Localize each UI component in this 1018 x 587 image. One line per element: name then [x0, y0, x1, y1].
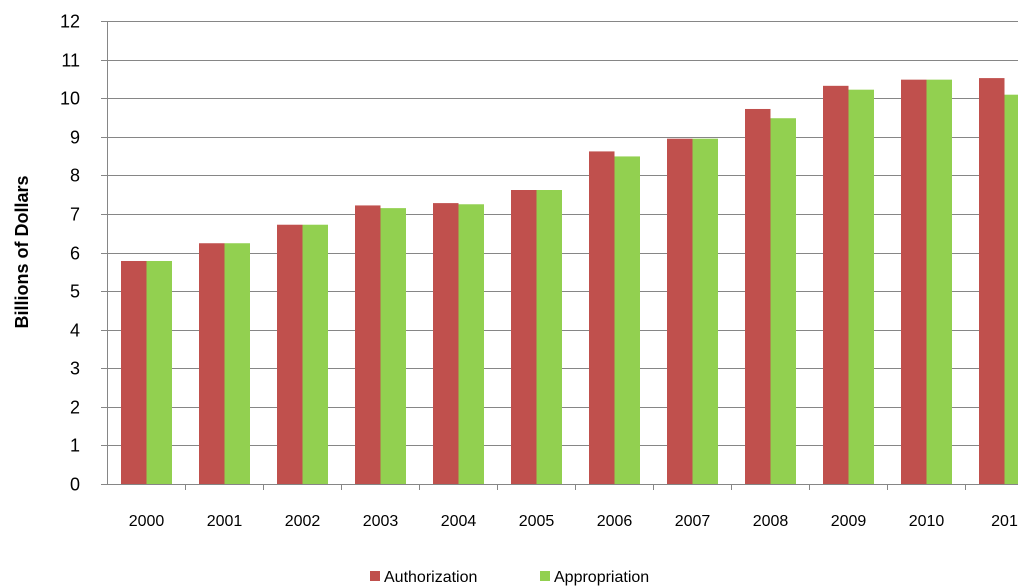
- bar-authorization: [511, 190, 537, 484]
- y-tick-label: 10: [60, 89, 80, 109]
- bar-appropriation: [692, 138, 718, 484]
- x-tick-label: 2002: [285, 513, 321, 530]
- x-tick-label: 2001: [207, 513, 243, 530]
- x-tick-labels: 2000 2001 2002 2003 2004 2005 2006 2007 2008 2009…: [129, 513, 1018, 530]
- bar-authorization: [589, 151, 615, 484]
- x-tick-label: 2003: [363, 513, 399, 530]
- y-tick-label: 11: [61, 51, 80, 71]
- bar-appropriation: [926, 79, 952, 485]
- y-tick-label: 4: [70, 321, 80, 341]
- legend-label-appropriation: Appropriation: [554, 569, 649, 586]
- bar-authorization: [979, 78, 1005, 484]
- legend-swatch-appropriation: [540, 571, 550, 581]
- y-tick-label: 6: [70, 244, 80, 264]
- x-tick-label: 2000: [129, 513, 165, 530]
- x-tick-label: 201: [991, 513, 1018, 530]
- bar-appropriation: [224, 243, 250, 484]
- bar-appropriation: [770, 118, 796, 484]
- bar-authorization: [433, 203, 459, 485]
- bar-appropriation: [536, 190, 562, 484]
- bars: [121, 78, 1018, 485]
- x-tick-label: 2004: [441, 513, 477, 530]
- y-tick-label: 8: [70, 166, 80, 186]
- x-tick-label: 2010: [909, 513, 945, 530]
- y-tick-label: 3: [70, 359, 80, 379]
- y-axis-title: Billions of Dollars: [12, 175, 32, 328]
- legend-label-authorization: Authorization: [384, 569, 477, 586]
- bar-authorization: [823, 85, 849, 484]
- x-tick-label: 2008: [753, 513, 789, 530]
- bar-authorization: [199, 243, 225, 484]
- bar-appropriation: [302, 224, 328, 484]
- y-tick-label: 5: [70, 282, 80, 302]
- bar-authorization: [121, 260, 147, 484]
- y-tick-label: 2: [70, 398, 80, 418]
- x-tick-label: 2006: [597, 513, 633, 530]
- y-tick-label: 12: [60, 12, 80, 32]
- bar-authorization: [901, 79, 927, 485]
- y-tick-label: 7: [70, 205, 80, 225]
- bar-appropriation: [614, 156, 640, 484]
- bar-appropriation: [1004, 94, 1018, 484]
- bar-authorization: [745, 108, 771, 484]
- legend: Authorization Appropriation: [370, 569, 649, 586]
- legend-swatch-authorization: [370, 571, 380, 581]
- bar-authorization: [355, 205, 381, 484]
- x-tick-label: 2005: [519, 513, 555, 530]
- axes: [101, 21, 1018, 490]
- y-tick-label: 1: [70, 436, 80, 456]
- bar-authorization: [667, 138, 693, 484]
- y-tick-label: 0: [70, 475, 80, 495]
- bar-authorization: [277, 224, 303, 484]
- y-tick-label: 9: [70, 128, 80, 148]
- bar-appropriation: [458, 204, 484, 484]
- x-tick-label: 2009: [831, 513, 867, 530]
- bar-appropriation: [380, 208, 406, 484]
- bar-appropriation: [848, 89, 874, 485]
- x-tick-label: 2007: [675, 513, 711, 530]
- bar-appropriation: [146, 260, 172, 484]
